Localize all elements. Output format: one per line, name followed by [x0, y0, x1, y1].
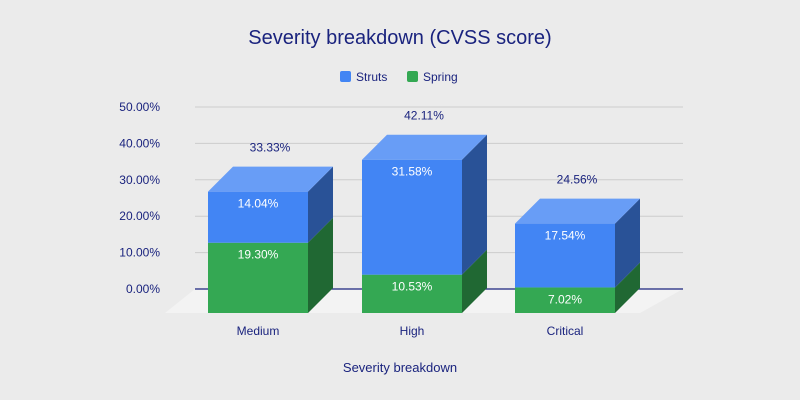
x-tick-label: Medium — [237, 324, 280, 338]
total-label: 42.11% — [404, 109, 444, 123]
data-label-spring: 10.53% — [392, 280, 433, 294]
y-tick-label: 40.00% — [119, 136, 160, 150]
bar-segment-struts — [208, 191, 308, 243]
data-label-spring: 7.02% — [548, 292, 582, 306]
bar-side-struts — [462, 134, 487, 275]
x-axis-title: Severity breakdown — [343, 360, 457, 375]
bar-medium: 19.30% 14.04% 33.33% Medium — [208, 141, 333, 338]
bar-side-spring — [462, 249, 487, 313]
total-label: 24.56% — [557, 173, 598, 187]
y-tick-label: 10.00% — [119, 246, 160, 260]
data-label-spring: 19.30% — [238, 248, 279, 262]
y-tick-label: 0.00% — [126, 282, 160, 296]
y-tick-label: 30.00% — [119, 173, 160, 187]
bar-segment-struts — [515, 223, 615, 288]
legend-label-spring: Spring — [423, 70, 458, 84]
total-label: 33.33% — [250, 141, 291, 155]
bar-top — [362, 134, 487, 160]
bar-top — [515, 198, 640, 224]
bar-side-spring — [308, 217, 333, 313]
bar-top — [208, 166, 333, 192]
legend-swatch-spring — [407, 71, 418, 82]
data-label-struts: 17.54% — [545, 229, 586, 243]
bar-segment-struts — [362, 159, 462, 275]
legend-label-struts: Struts — [356, 70, 387, 84]
bar-segment-spring — [208, 242, 308, 313]
legend-swatch-struts — [340, 71, 351, 82]
y-tick-label: 20.00% — [119, 209, 160, 223]
chart-title: Severity breakdown (CVSS score) — [248, 27, 551, 49]
data-label-struts: 31.58% — [392, 165, 433, 179]
legend: Struts Spring — [340, 70, 458, 84]
bar-side-spring — [615, 262, 640, 313]
bar-high: 10.53% 31.58% 42.11% High — [362, 109, 487, 338]
bar-critical: 7.02% 17.54% 24.56% Critical — [515, 173, 640, 338]
bar-segment-spring — [362, 274, 462, 313]
y-tick-label: 50.00% — [119, 100, 160, 114]
data-label-struts: 14.04% — [238, 197, 279, 211]
bar-side-struts — [308, 166, 333, 243]
x-tick-label: Critical — [547, 324, 584, 338]
bar-side-struts — [615, 198, 640, 288]
bar-segment-spring — [515, 287, 615, 313]
x-tick-label: High — [400, 324, 425, 338]
